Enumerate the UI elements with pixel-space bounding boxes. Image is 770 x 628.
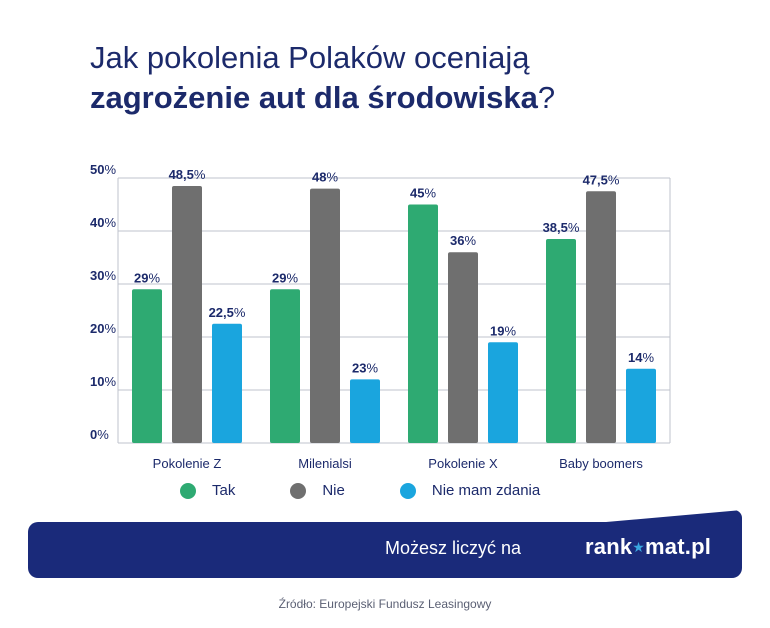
bar-nie — [586, 191, 616, 443]
legend-label-nie: Nie — [322, 482, 345, 499]
legend-item-nie-mam-zdania: Nie mam zdania — [399, 482, 541, 499]
legend-item-nie: Nie — [290, 482, 345, 499]
bar-nie — [448, 252, 478, 443]
data-label: 14% — [628, 350, 654, 365]
brand-right: mat.pl — [645, 534, 712, 559]
title-line-2-end: ? — [537, 80, 556, 115]
bar-chart: 0% 10% 20% 30% 40% 50% 29% 48,5% 22,5% Pokolenie … — [90, 162, 671, 471]
chart-title: Jak pokolenia Polaków oceniają zagrożeni… — [90, 38, 555, 118]
data-label: 23% — [352, 360, 378, 375]
category-label: Pokolenie Z — [153, 456, 222, 471]
category-label: Milenialsi — [298, 456, 352, 471]
y-tick-label: 0% — [90, 427, 109, 442]
title-line-2: zagrożenie aut dla środowiska? — [90, 78, 555, 118]
data-label: 36% — [450, 233, 476, 248]
data-label: 38,5% — [543, 220, 580, 235]
bar-nie-mam-zdania — [488, 342, 518, 443]
bar-nie — [172, 185, 202, 443]
y-tick-label: 40% — [90, 215, 116, 230]
data-label: 48,5% — [169, 167, 206, 182]
star-icon: ★ — [632, 539, 646, 555]
category-label: Pokolenie X — [428, 456, 498, 471]
legend-dot-nie-mam-zdania — [399, 482, 416, 499]
bar-nie-mam-zdania — [350, 379, 380, 443]
bar-tak — [546, 238, 576, 443]
legend-label-tak: Tak — [212, 482, 236, 499]
title-line-1: Jak pokolenia Polaków oceniają — [90, 40, 530, 75]
data-label: 48% — [312, 170, 338, 185]
y-tick-label: 30% — [90, 268, 116, 283]
y-tick-label: 50% — [90, 162, 116, 177]
banner-text: Możesz liczyć na — [385, 538, 522, 558]
bar-tak — [408, 204, 438, 443]
legend-item-tak: Tak — [180, 482, 235, 499]
legend: Tak Nie Nie mam zdania — [180, 482, 595, 499]
data-label: 22,5% — [209, 305, 246, 320]
source-note: Źródło: Europejski Fundusz Leasingowy — [278, 597, 492, 611]
y-tick-label: 20% — [90, 321, 116, 336]
bar-nie-mam-zdania — [626, 368, 656, 443]
brand-left: rank — [585, 534, 633, 559]
title-line-2-bold: zagrożenie aut dla środowiska — [90, 80, 538, 115]
bar-tak — [270, 289, 300, 443]
legend-label-nie-mam-zdania: Nie mam zdania — [431, 482, 541, 499]
y-tick-label: 10% — [90, 374, 116, 389]
data-label: 47,5% — [583, 172, 620, 187]
rankomat-logo: rank★mat.pl — [585, 534, 711, 560]
bar-nie — [310, 188, 340, 443]
legend-dot-nie — [290, 482, 307, 499]
data-label: 29% — [134, 270, 160, 285]
category-label: Baby boomers — [559, 456, 643, 471]
legend-dot-tak — [180, 482, 196, 499]
data-label: 29% — [272, 270, 298, 285]
bar-nie-mam-zdania — [212, 323, 242, 443]
bar-tak — [132, 289, 162, 443]
brand-banner — [28, 522, 742, 578]
data-label: 19% — [490, 323, 516, 338]
data-label: 45% — [410, 186, 436, 201]
